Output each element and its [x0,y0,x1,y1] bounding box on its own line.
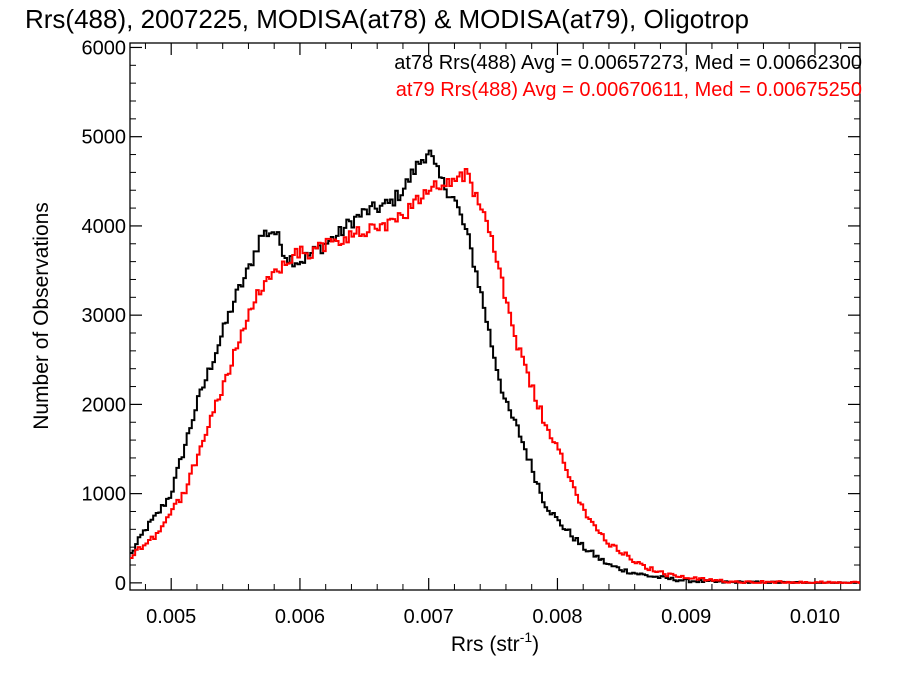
x-tick-label: 0.006 [275,606,325,628]
chart-title: Rrs(488), 2007225, MODISA(at78) & MODISA… [25,4,749,34]
x-tick-label: 0.005 [146,606,196,628]
series-at78-line [130,149,860,584]
x-tick-label: 0.007 [404,606,454,628]
y-axis-label: Number of Observations [30,202,53,430]
plot-frame [129,42,861,591]
y-tick-label: 4000 [82,216,127,238]
y-tick-label: 6000 [82,37,127,59]
x-tick-label: 0.008 [532,606,582,628]
x-axis-label: Rrs (str-1) [451,629,539,656]
y-tick-label: 0 [115,573,126,595]
series-layer [130,149,860,584]
y-tick-label: 5000 [82,127,127,149]
y-tick-label: 3000 [82,305,127,327]
legend-entry-at78: at78 Rrs(488) Avg = 0.00657273, Med = 0.… [394,52,862,74]
axis-ticks [130,43,860,590]
legend-entry-at79: at79 Rrs(488) Avg = 0.00670611, Med = 0.… [396,79,862,101]
y-tick-label: 1000 [82,484,127,506]
x-tick-label: 0.010 [790,606,840,628]
x-tick-label: 0.009 [661,606,711,628]
y-tick-label: 2000 [82,394,127,416]
series-at79-line [130,168,860,584]
tick-labels: 0.005 0.006 0.007 0.008 0.009 0.010 0 1000 2000 3… [82,37,840,628]
